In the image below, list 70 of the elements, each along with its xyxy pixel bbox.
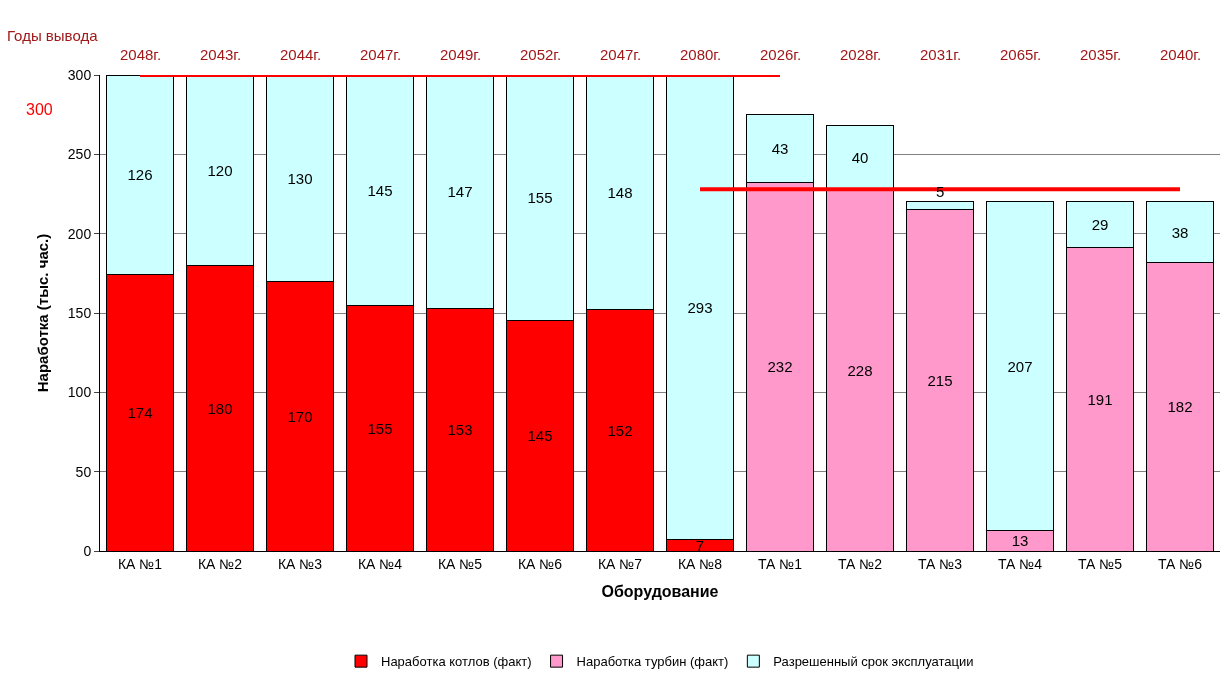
text: Годы вывода <box>7 27 99 44</box>
x-tick-label: КА №4 <box>357 555 403 572</box>
x-tick-label: КА №3 <box>277 555 323 572</box>
x-tick-label: ТА №5 <box>1077 555 1123 572</box>
bar <box>825 125 895 190</box>
y-tick-label: 100 <box>67 384 92 401</box>
text: 2047г. <box>360 46 402 63</box>
data-label: 293 <box>687 298 713 316</box>
text: 2028г. <box>840 46 882 63</box>
data-label: 182 <box>1167 398 1193 416</box>
data-label: 174 <box>127 404 153 422</box>
data-label: 38 <box>1171 223 1189 241</box>
x-tick-label: ТА №2 <box>837 555 883 572</box>
data-label: 13 <box>1011 532 1029 550</box>
legend-label: Наработка турбин (факт) <box>576 654 729 670</box>
text: 2052г. <box>520 46 562 63</box>
x-tick-label: КА №2 <box>197 555 243 572</box>
y-axis-title: Наработка (тыс. час.) <box>34 233 52 393</box>
data-label: 40 <box>851 149 869 167</box>
data-label: 153 <box>447 421 473 439</box>
x-tick-label: КА №6 <box>517 555 563 572</box>
data-label: 180 <box>207 399 233 417</box>
text: 2080г. <box>680 46 722 63</box>
data-label: 145 <box>527 427 553 445</box>
text: 300 <box>26 101 53 118</box>
y-tick-label: 150 <box>67 304 92 321</box>
data-label: 155 <box>367 419 393 437</box>
text: 2031г. <box>920 46 962 63</box>
data-label: 126 <box>127 166 153 184</box>
legend-label: Наработка котлов (факт) <box>381 654 532 670</box>
data-label: 152 <box>607 421 633 439</box>
y-tick-label: 0 <box>83 542 92 559</box>
data-label: 232 <box>767 358 793 376</box>
x-axis-title: Оборудование <box>601 583 719 601</box>
x-tick-label: КА №7 <box>597 555 643 572</box>
data-label: 170 <box>287 407 313 425</box>
x-tick-label: ТА №3 <box>917 555 963 572</box>
text: 2043г. <box>200 46 242 63</box>
x-tick-label: ТА №4 <box>997 555 1043 572</box>
legend-label: Разрешенный срок эксплуатации <box>773 654 974 670</box>
y-tick-label: 200 <box>67 225 92 242</box>
text: 2040г. <box>1160 46 1202 63</box>
data-label: 147 <box>447 183 473 201</box>
data-label: 228 <box>847 361 873 379</box>
x-tick-label: ТА №1 <box>757 555 803 572</box>
data-label: 145 <box>367 181 393 199</box>
text: 2048г. <box>120 46 162 63</box>
data-label: 155 <box>527 189 553 207</box>
data-label: 191 <box>1087 390 1113 408</box>
text: 2035г. <box>1080 46 1122 63</box>
text: 2049г. <box>440 46 482 63</box>
x-tick-label: ТА №6 <box>1157 555 1203 572</box>
data-label: 29 <box>1091 216 1109 234</box>
text: 2047г. <box>600 46 642 63</box>
data-label: 43 <box>771 140 789 158</box>
data-label: 148 <box>607 183 633 201</box>
data-label: 7 <box>695 536 705 554</box>
text: 2044г. <box>280 46 322 63</box>
x-tick-label: КА №5 <box>437 555 483 572</box>
text: 2026г. <box>760 46 802 63</box>
data-label: 120 <box>207 161 233 179</box>
y-tick-label: 300 <box>67 66 92 83</box>
data-label: 215 <box>927 371 953 389</box>
x-tick-label: КА №8 <box>677 555 723 572</box>
y-tick-label: 50 <box>75 463 92 480</box>
data-label: 130 <box>287 169 313 187</box>
x-tick-label: КА №1 <box>117 555 163 572</box>
data-label: 207 <box>1007 357 1033 375</box>
y-tick-label: 250 <box>67 146 92 163</box>
text: 2065г. <box>1000 46 1042 63</box>
